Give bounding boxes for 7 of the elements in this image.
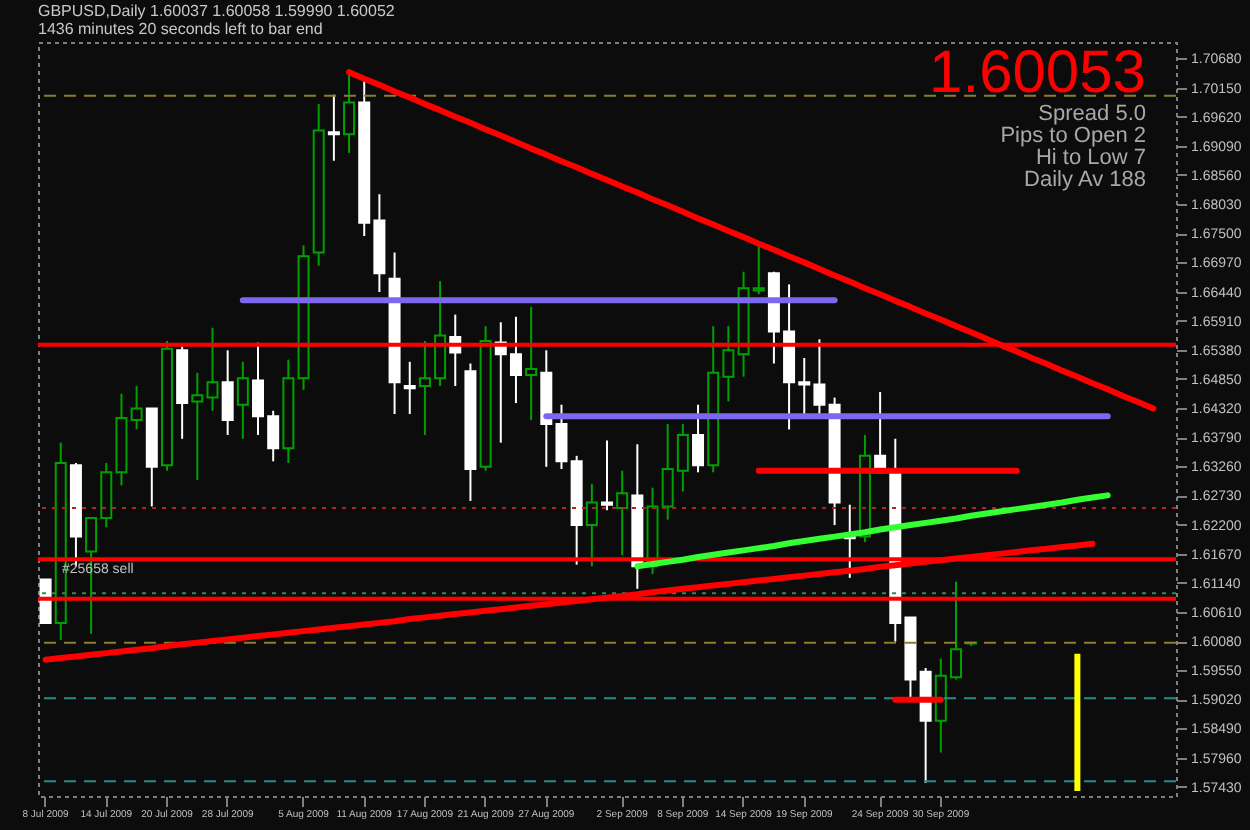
annotation: 1.60053: [929, 40, 1146, 106]
annotation: Daily Av 188: [1022, 168, 1146, 192]
chart-title: GBPUSD,Daily 1.60037 1.60058 1.59990 1.60052: [38, 2, 396, 20]
chart-subtitle: 1436 minutes 20 seconds left to bar end: [38, 20, 323, 38]
annotation: Pips to Open 2: [998, 124, 1146, 148]
annotation: Spread 5.0: [1036, 102, 1146, 126]
annotation: Hi to Low 7: [1035, 146, 1146, 170]
